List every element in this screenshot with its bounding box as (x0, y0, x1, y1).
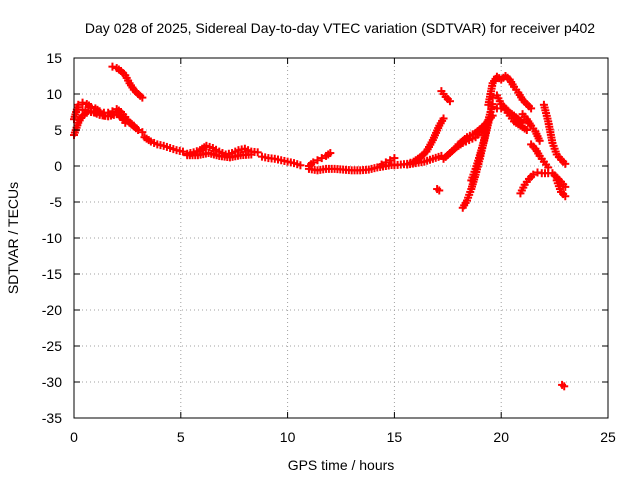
series-drop-21-22h (527, 140, 553, 172)
series-descent-to-5h (140, 133, 187, 156)
grid-layer (74, 58, 608, 418)
data-point (435, 186, 444, 195)
x-tick-label: 5 (177, 429, 185, 445)
data-point (317, 154, 326, 163)
x-tick-label: 10 (280, 429, 296, 445)
data-point (247, 150, 256, 159)
data-point (386, 156, 395, 165)
y-tick-label: -15 (42, 266, 62, 282)
y-tick-label: 15 (46, 50, 62, 66)
data-point (377, 160, 386, 169)
x-tick-label: 25 (600, 429, 616, 445)
data-point (527, 104, 536, 113)
data-point (129, 121, 138, 130)
series-steep-rise-b (467, 118, 493, 185)
ticks-layer (73, 57, 609, 419)
data-point (445, 97, 454, 106)
y-tick-label: -35 (42, 410, 62, 426)
data-point (296, 161, 305, 170)
y-tick-label: 0 (54, 158, 62, 174)
series-early-peak (108, 62, 147, 102)
series-late-arc-22-23h-c (552, 176, 570, 201)
data-point (178, 147, 187, 156)
data-point (535, 136, 544, 145)
y-tick-label: 10 (46, 86, 62, 102)
data-point (560, 382, 569, 391)
x-axis-title: GPS time / hours (288, 457, 395, 473)
series-outlier-23h (558, 380, 569, 391)
data-point (74, 100, 83, 109)
series-decline-9-11h (257, 152, 305, 170)
data-point (138, 93, 147, 102)
series-low-arc-21-22h (516, 168, 553, 198)
series-late-arc-22-23h (539, 100, 570, 168)
series-arc-18-19h-mid (454, 111, 497, 149)
data-point (381, 158, 390, 167)
data-point (522, 126, 531, 134)
data-points-layer (70, 62, 570, 391)
data-point (138, 128, 147, 137)
data-point (529, 170, 538, 179)
data-point (390, 154, 399, 163)
y-tick-label: -30 (42, 374, 62, 390)
y-tick-label: -20 (42, 302, 62, 318)
data-point (497, 104, 506, 113)
data-point (561, 159, 570, 168)
x-tick-label: 20 (493, 429, 509, 445)
data-point (326, 149, 335, 158)
data-point (253, 148, 262, 157)
y-tick-label: -10 (42, 230, 62, 246)
series-decline-20-21h-b (492, 104, 531, 134)
series-bump-14-15h (377, 154, 399, 169)
x-tick-labels: 0 5 10 15 20 25 (70, 429, 616, 445)
data-point (78, 98, 87, 107)
y-axis-title: SDTVAR / TECUs (5, 182, 21, 294)
y-tick-label: 5 (54, 122, 62, 138)
series-bump-11-12h (304, 149, 335, 170)
series-rise-15-17h-b (403, 151, 446, 169)
y-tick-label: -25 (42, 338, 62, 354)
data-point (309, 158, 318, 167)
data-point (488, 111, 497, 120)
x-tick-label: 15 (387, 429, 403, 445)
y-tick-labels: 15 10 5 0 -5 -10 -15 -20 -25 -30 -35 (42, 50, 62, 426)
series-late-arc-22-23h-b (548, 169, 570, 191)
series-decline-21-22h (518, 110, 544, 145)
y-tick-label: -5 (50, 194, 63, 210)
series-isolated-17h-low (433, 185, 444, 195)
data-point (439, 114, 448, 123)
data-point (313, 156, 322, 165)
chart-title: Day 028 of 2025, Sidereal Day-to-day VTE… (85, 20, 595, 36)
data-point (134, 126, 143, 134)
data-point (561, 192, 570, 201)
x-tick-label: 0 (70, 429, 78, 445)
series-early-arc-c (78, 105, 138, 130)
series-plateau-lower (183, 149, 256, 162)
data-point (108, 62, 117, 71)
series-isolated-17h (437, 87, 454, 106)
